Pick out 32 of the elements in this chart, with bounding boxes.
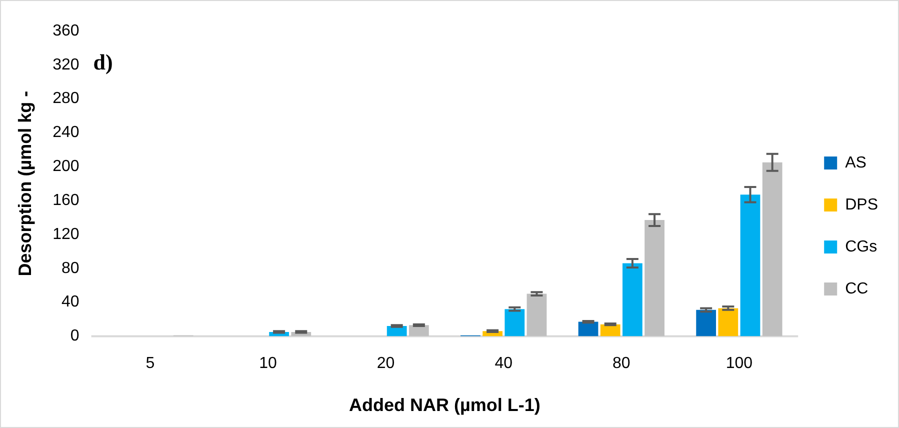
- y-tick-label: 40: [62, 294, 80, 311]
- legend-label: CGs: [845, 238, 878, 256]
- bar: [740, 194, 760, 336]
- legend-label: AS: [845, 154, 866, 172]
- bar: [526, 294, 547, 336]
- bar: [600, 324, 620, 336]
- bar: [696, 310, 716, 336]
- legend-label: DPS: [845, 196, 878, 214]
- x-tick-label: 100: [726, 355, 753, 372]
- y-tick-label: 160: [52, 192, 80, 209]
- y-tick-label: 80: [62, 260, 80, 277]
- y-tick-label: 280: [52, 90, 80, 108]
- x-tick-label: 20: [376, 355, 395, 372]
- annotation: d): [93, 50, 113, 75]
- y-tick-label: 120: [52, 226, 80, 243]
- x-axis-title: Added NAR (µmol L-1): [349, 395, 540, 416]
- x-tick-label: 40: [494, 355, 513, 372]
- bar: [644, 220, 664, 336]
- bar: [762, 162, 782, 336]
- y-tick-label: 0: [70, 328, 80, 345]
- legend-label: CC: [845, 280, 868, 298]
- x-tick-label: 80: [612, 355, 630, 372]
- y-tick-label: 360: [52, 22, 80, 40]
- x-tick-label: 10: [259, 355, 277, 372]
- x-tick-label: 5: [146, 355, 155, 372]
- y-tick-label: 200: [52, 158, 80, 176]
- bar: [718, 308, 738, 336]
- y-axis-title: Desorption (µmol kg -: [14, 90, 35, 276]
- y-tick-label: 320: [52, 56, 80, 74]
- bar: [622, 263, 642, 336]
- y-tick-label: 240: [52, 124, 80, 142]
- bar: [504, 309, 525, 336]
